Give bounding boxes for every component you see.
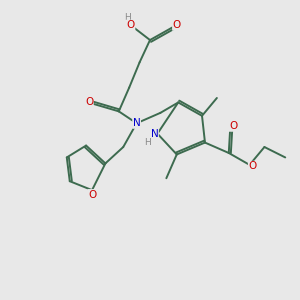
Text: O: O bbox=[248, 161, 257, 171]
Text: O: O bbox=[172, 20, 181, 30]
Text: N: N bbox=[151, 129, 158, 139]
Text: H: H bbox=[144, 138, 150, 147]
Text: O: O bbox=[85, 98, 93, 107]
Text: O: O bbox=[127, 20, 135, 30]
Text: H: H bbox=[124, 13, 130, 22]
Text: N: N bbox=[133, 118, 140, 128]
Text: O: O bbox=[88, 190, 96, 200]
Text: O: O bbox=[229, 121, 237, 131]
